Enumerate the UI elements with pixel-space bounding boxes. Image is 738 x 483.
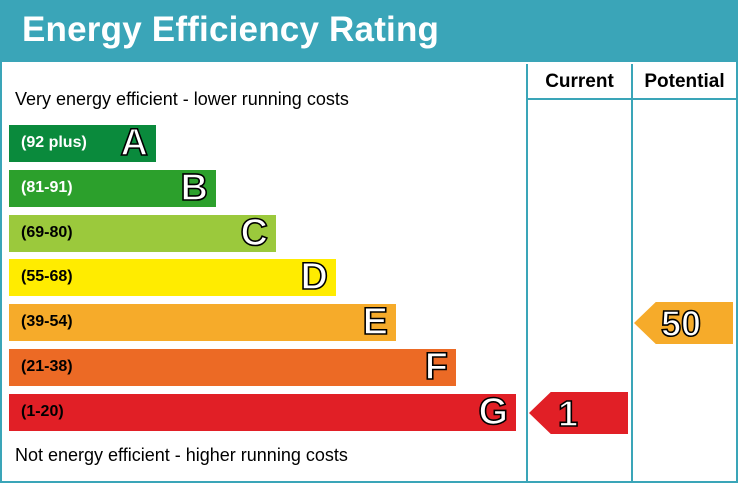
column-header-potential: Potential <box>644 71 725 92</box>
band-letter-label: D <box>300 255 329 299</box>
rating-band-e: (39-54) E <box>9 300 396 344</box>
bottom-note: Not energy efficient - higher running co… <box>15 445 348 465</box>
band-range-label: (81-91) <box>21 179 73 196</box>
band-letter-label: F <box>424 345 449 389</box>
top-note: Very energy efficient - lower running co… <box>15 89 349 109</box>
chart-title: Energy Efficiency Rating <box>22 10 440 49</box>
rating-band-f: (21-38) F <box>9 345 456 389</box>
band-letter-label: C <box>240 211 269 255</box>
rating-band-b: (81-91) B <box>9 166 216 210</box>
column-divider-right <box>631 64 633 481</box>
rating-band-g: (1-20) G <box>9 390 516 434</box>
band-range-label: (1-20) <box>21 403 64 420</box>
band-range-label: (92 plus) <box>21 134 87 151</box>
rating-band-c: (69-80) C <box>9 211 276 255</box>
arrow-value-label: 50 <box>660 302 702 344</box>
band-letter-label: G <box>478 390 509 434</box>
rating-band-d: (55-68) D <box>9 255 336 299</box>
arrow-value-label: 1 <box>557 392 579 434</box>
rating-band-a: (92 plus) A <box>9 121 156 165</box>
band-range-label: (21-38) <box>21 358 73 375</box>
band-range-label: (39-54) <box>21 313 73 330</box>
band-letter-label: B <box>180 166 209 210</box>
arrow-potential: 50 <box>634 302 733 344</box>
band-range-label: (55-68) <box>21 268 73 285</box>
arrow-current: 1 <box>529 392 628 434</box>
band-range-label: (69-80) <box>21 224 73 241</box>
band-letter-label: A <box>120 121 149 165</box>
column-divider-left <box>526 64 528 481</box>
band-letter-label: E <box>362 300 389 344</box>
column-header-underline <box>526 98 738 100</box>
column-header-current: Current <box>545 71 614 92</box>
header-bar <box>0 0 738 62</box>
